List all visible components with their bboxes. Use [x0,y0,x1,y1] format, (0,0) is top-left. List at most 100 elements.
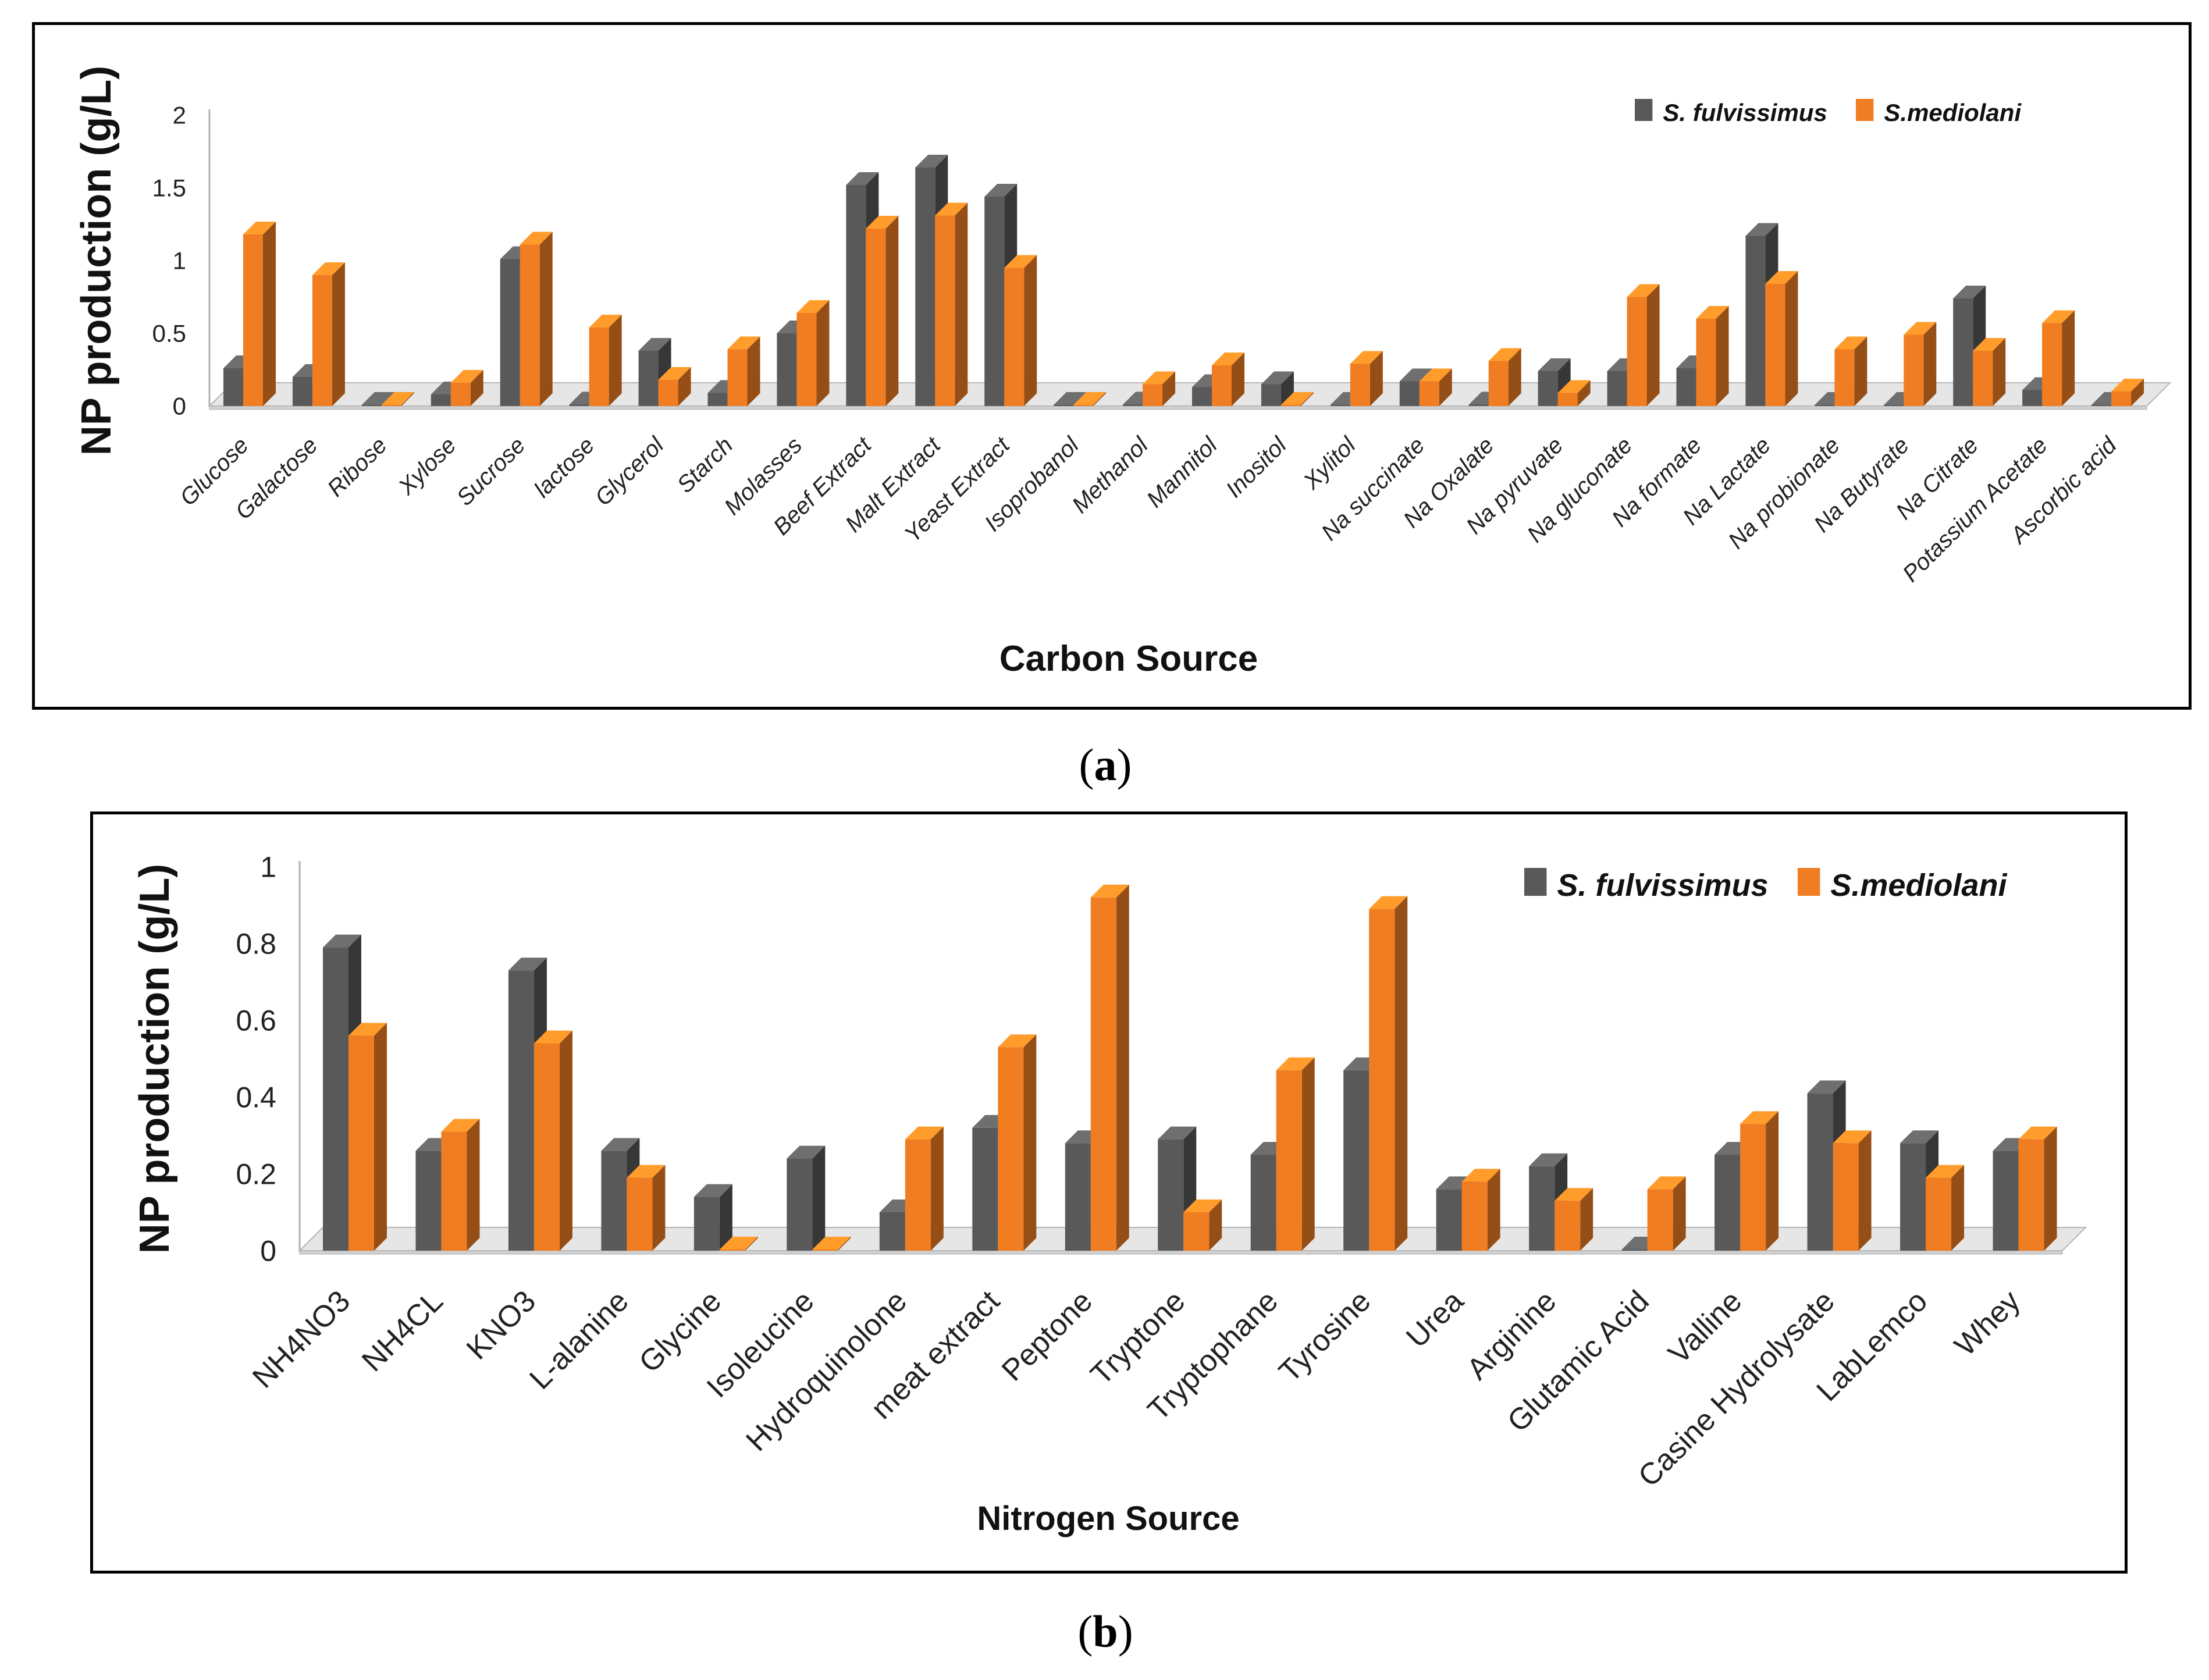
bar-front [441,1131,467,1251]
bar-front [569,404,589,406]
bar-mediolani [719,1237,758,1251]
bar-front [935,215,955,406]
bar-mediolani [905,1126,944,1251]
bar-mediolani [243,222,276,406]
caption-a: (a) [1079,739,1132,790]
bar-top [508,958,547,971]
bar-mediolani [2111,379,2144,406]
bar-front [2022,390,2043,406]
bar-front [1555,1201,1581,1251]
bar-front [2018,1139,2044,1251]
bar-mediolani [1696,306,1729,406]
legend-label: S.mediolani [1884,99,2022,126]
x-category-label: Mannitol [1142,432,1223,512]
bar-front [1647,1189,1673,1251]
bar-front [1143,384,1163,406]
bar-side [1716,306,1729,406]
x-category-label: Sucrose [452,432,531,511]
bar-top [1538,358,1571,371]
bar-top [1073,392,1107,405]
bar-mediolani [1904,322,1937,406]
bar-front [1158,1139,1184,1251]
bar-side [609,315,622,406]
bar-top [1926,1165,1965,1178]
bar-front [777,333,797,406]
x-category-label: Peptone [995,1284,1099,1387]
x-category-label: Xylitol [1298,432,1361,494]
bar-front [1884,405,1904,406]
x-axis-title: Carbon Source [999,639,1258,679]
bar-top [1004,255,1037,268]
bar-mediolani [1090,884,1129,1251]
bar-mediolani [381,392,414,406]
bar-side [1577,380,1591,406]
bar-top [2018,1126,2057,1140]
bar-mediolani [812,1237,851,1251]
bar-side [816,300,830,406]
bar-side [1785,271,1798,406]
y-tick-label: 2 [173,102,186,129]
bar-top [1183,1200,1222,1212]
bar-fulvissimus [1261,371,1294,406]
bar-mediolani [727,336,760,406]
bar-front [533,1043,560,1251]
bar-front [1090,897,1116,1251]
bar-top [812,1237,851,1250]
bar-top [984,184,1018,197]
bar-front [1676,368,1696,406]
y-tick-label: 0 [260,1235,276,1268]
bar-side [812,1145,826,1251]
bar-front [915,168,935,406]
bar-top [533,1030,572,1044]
bar-side [470,370,483,406]
bar-front [627,1177,653,1251]
bar-front [601,1151,627,1251]
bar-front [1993,1151,2019,1251]
bar-side [1923,322,1937,406]
bar-front [1468,404,1489,406]
bar-side [1093,392,1107,406]
bar-mediolani [796,300,830,406]
x-axis-title: Nitrogen Source [977,1500,1239,1537]
x-category-label: Xylose [393,432,461,500]
x-category-label: Ribose [323,432,392,501]
bar-top [1143,371,1176,385]
bar-top [2042,310,2075,323]
legend-swatch [1524,868,1547,896]
bar-side [374,1023,387,1251]
bar-top [361,392,394,405]
bar-side [678,367,691,406]
bar-front [2042,323,2062,406]
bar-front [796,313,817,406]
bar-top [1904,322,1937,335]
bar-side [467,1119,480,1251]
bar-top [1555,1188,1593,1201]
bar-mediolani [627,1165,666,1251]
bar-mediolani [1557,380,1591,406]
bar-mediolani [1647,1176,1686,1251]
bar-side [1301,1057,1315,1251]
bar-mediolani [348,1023,387,1251]
bar-side [838,1237,851,1251]
bar-top [348,1023,387,1036]
bar-mediolani [1627,284,1660,406]
bar-side [2131,379,2144,406]
bar-front [1212,365,1232,406]
bar-top [1953,286,1986,298]
bar-side [1023,1034,1037,1251]
bar-top [1529,1153,1568,1166]
bar-mediolani [1740,1111,1779,1251]
x-category-label: Hydroquinolone [739,1284,913,1458]
bar-top [1900,1130,1939,1144]
bar-front [1343,1070,1369,1251]
bar-top [2111,379,2144,391]
bar-mediolani [1369,896,1408,1251]
bar-side [2044,1126,2057,1251]
bar-front [323,947,348,1251]
bar-front [1807,1093,1833,1251]
bar-top [450,370,483,383]
bar-mediolani [520,232,553,406]
bar-mediolani [1419,368,1452,406]
bar-front [984,197,1005,406]
bar-mediolani [589,315,622,406]
